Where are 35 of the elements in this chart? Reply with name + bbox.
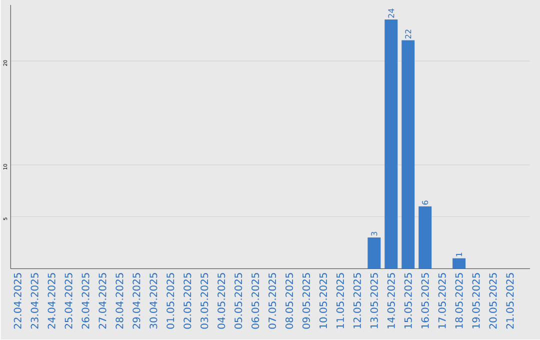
x-tick-label: 29.04.2025 [132, 273, 140, 329]
x-tick-label: 28.04.2025 [116, 273, 124, 329]
x-tick-label: 08.05.2025 [285, 273, 294, 329]
x-tick-label: 07.05.2025 [268, 273, 276, 329]
bar [384, 20, 398, 269]
bar [402, 40, 415, 269]
x-tick-label: 04.05.2025 [218, 273, 226, 329]
x-tick-label: 18.05.2025 [455, 273, 463, 328]
x-tick-label: 02.05.2025 [184, 273, 192, 329]
x-tick-label: 06.05.2025 [252, 273, 260, 329]
x-tick-label: 01.05.2025 [166, 273, 174, 329]
bar [368, 238, 381, 269]
x-tick-label: 24.04.2025 [48, 273, 56, 329]
x-tick-label: 20.05.2025 [489, 273, 497, 329]
x-tick-label: 05.05.2025 [234, 273, 242, 329]
bar [418, 206, 432, 269]
x-tick-label: 22.04.2025 [14, 273, 22, 329]
x-tick-label: 25.04.2025 [64, 273, 72, 329]
x-tick-label: 21.05.2025 [506, 273, 514, 329]
x-tick-label: 09.05.2025 [302, 273, 310, 329]
x-tick-label: 14.05.2025 [387, 273, 395, 328]
x-tick-label: 30.04.2025 [150, 273, 158, 329]
x-tick-label: 15.05.2025 [404, 273, 412, 328]
x-tick-label: 27.04.2025 [98, 273, 106, 329]
x-tick-label: 16.05.2025 [421, 273, 429, 328]
bar [452, 258, 466, 269]
x-tick-label: 23.04.2025 [30, 273, 38, 329]
x-tick-label: 11.05.2025 [336, 273, 344, 328]
x-tick-label: 12.05.2025 [353, 273, 361, 328]
x-tick-label: 03.05.2025 [200, 273, 208, 329]
x-tick-label: 13.05.2025 [370, 273, 378, 328]
x-tick-label: 19.05.2025 [472, 273, 480, 328]
x-tick-label: 26.04.2025 [82, 273, 90, 329]
x-tick-label: 17.05.2025 [438, 273, 446, 328]
x-tick-label: 10.05.2025 [319, 273, 327, 328]
